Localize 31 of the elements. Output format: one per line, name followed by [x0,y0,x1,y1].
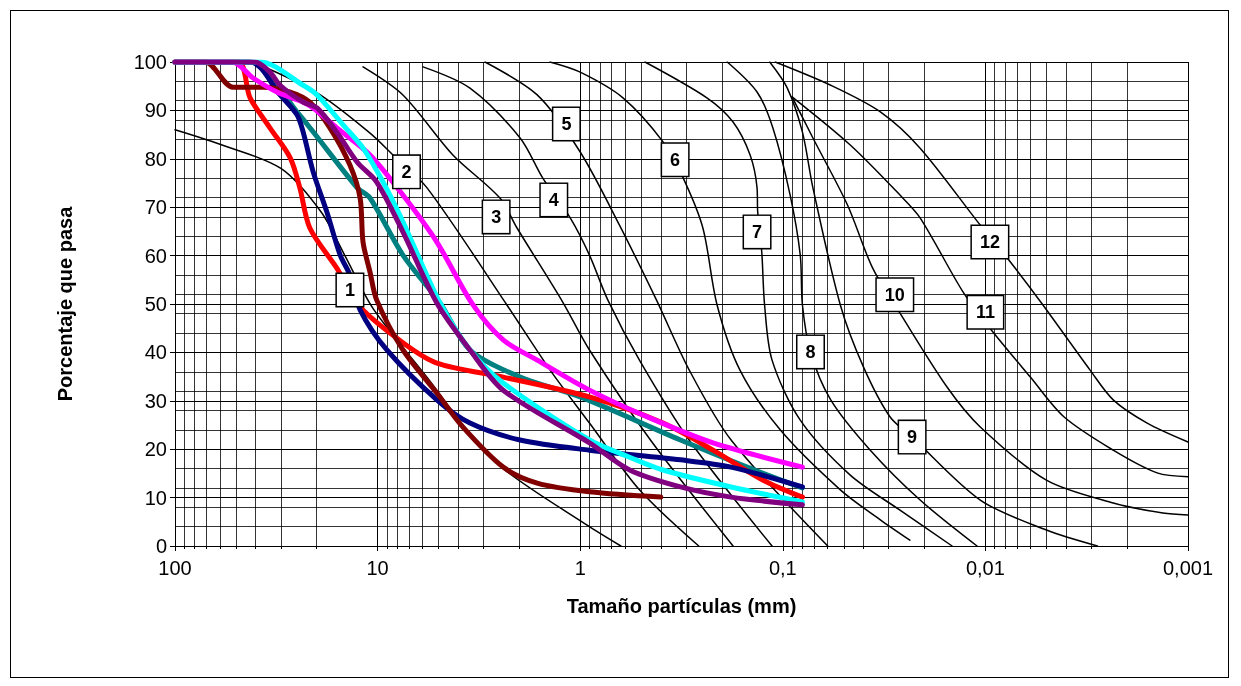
y-tick-label: 0 [155,535,167,557]
annotation: 6 [670,149,681,170]
y-tick-label: 80 [144,147,167,170]
x-tick-label: 0,001 [1162,557,1214,579]
annotation: 5 [561,113,572,134]
y-tick-label: 70 [144,196,167,219]
y-tick-label: 30 [144,389,167,412]
annotation: 7 [752,221,763,242]
y-tick-label: 20 [144,438,167,461]
x-axis-title: Tamaño partículas (mm) [566,595,797,617]
annotation: 9 [907,427,918,448]
annotation: 10 [884,284,905,305]
y-tick-label: 10 [144,486,167,509]
y-tick-label: 40 [144,341,167,364]
x-tick-label: 0,01 [965,557,1005,579]
annotation: 4 [548,189,559,210]
x-tick-label: 1 [574,557,586,579]
annotation: 3 [491,206,502,227]
y-tick-label: 90 [144,99,167,122]
y-tick-label: 50 [144,293,167,315]
annotation: 1 [344,279,355,300]
annotation: 8 [805,341,816,362]
x-tick-label: 100 [158,557,192,579]
x-tick-label: 10 [366,557,389,579]
y-axis-title: Porcentaje que pasa [54,205,76,402]
y-tick-label: 100 [133,51,167,73]
x-tick-label: 0,1 [768,557,797,579]
annotation: 2 [401,161,412,182]
annotation: 11 [975,302,995,323]
y-tick-label: 60 [144,244,167,267]
annotation: 12 [979,232,1000,253]
